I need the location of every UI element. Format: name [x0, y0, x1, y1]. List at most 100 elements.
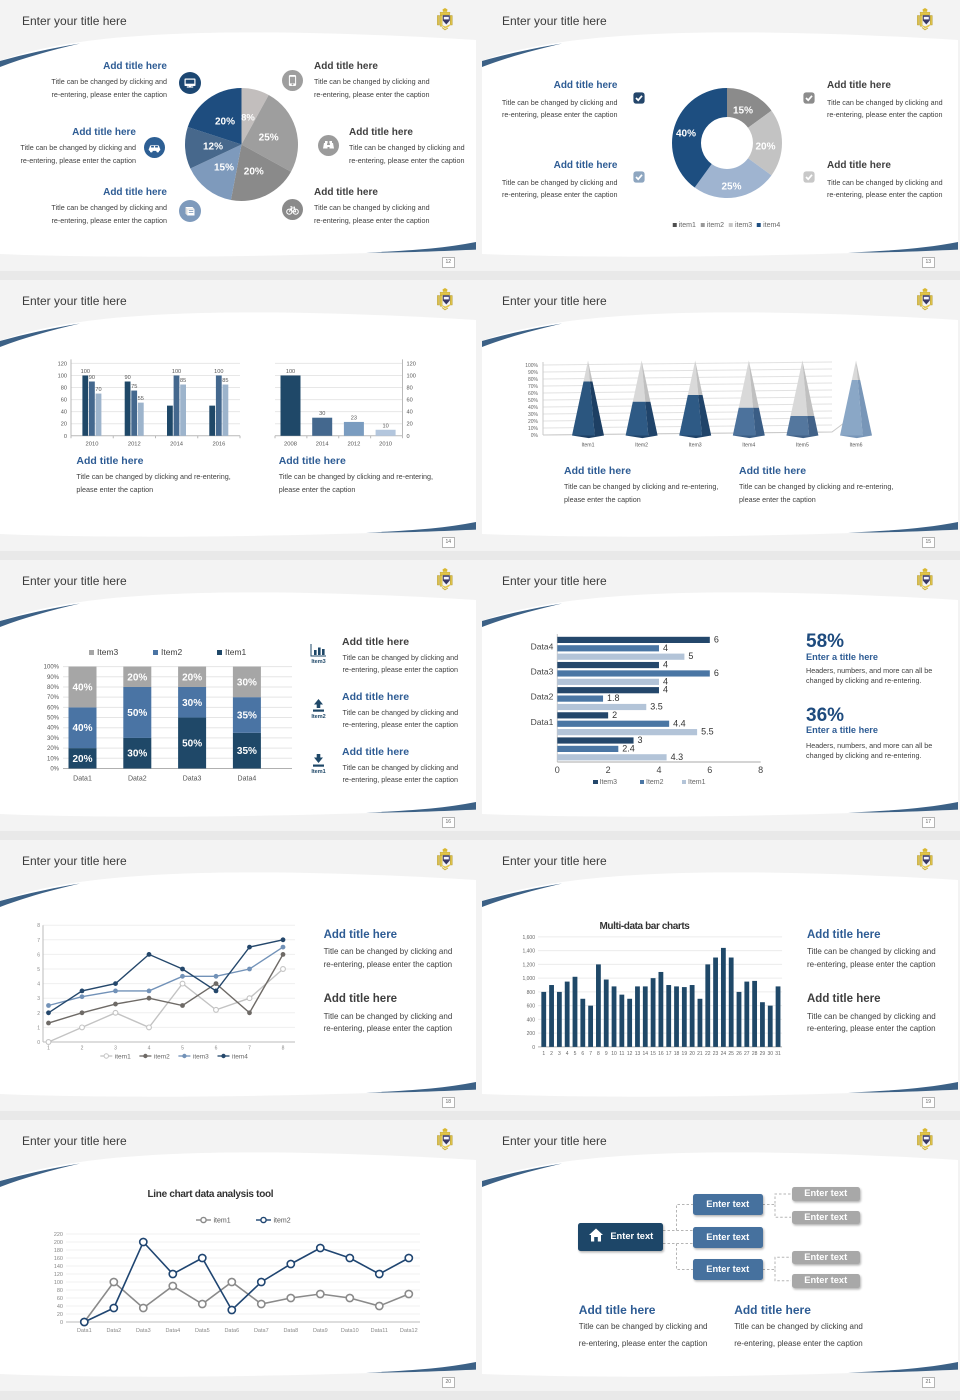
svg-text:30: 30	[319, 411, 325, 417]
svg-text:8: 8	[37, 923, 40, 929]
svg-text:75: 75	[131, 384, 137, 390]
svg-text:2: 2	[37, 1011, 40, 1017]
svg-text:13: 13	[635, 1051, 641, 1057]
svg-text:100: 100	[286, 369, 295, 375]
svg-text:35%: 35%	[237, 746, 257, 757]
svg-text:40%: 40%	[72, 682, 92, 693]
svg-text:Data3: Data3	[136, 1328, 151, 1334]
svg-text:40%: 40%	[528, 405, 539, 411]
svg-text:2012: 2012	[128, 441, 141, 447]
svg-text:Data1: Data1	[73, 776, 92, 783]
svg-text:20%: 20%	[182, 672, 202, 683]
svg-text:180: 180	[54, 1248, 63, 1254]
svg-text:item4: item4	[232, 1054, 248, 1061]
svg-text:14: 14	[642, 1051, 648, 1057]
svg-text:100: 100	[172, 369, 181, 375]
svg-text:Data11: Data11	[371, 1328, 388, 1334]
svg-text:item2: item2	[154, 1054, 170, 1061]
svg-text:Data10: Data10	[341, 1328, 359, 1334]
svg-text:11: 11	[619, 1051, 624, 1057]
svg-text:20%: 20%	[47, 746, 60, 752]
svg-text:Data1: Data1	[77, 1328, 92, 1334]
svg-text:30%: 30%	[528, 412, 539, 418]
svg-text:24: 24	[721, 1051, 727, 1057]
svg-text:100: 100	[54, 1280, 63, 1286]
svg-text:90: 90	[124, 375, 130, 381]
svg-text:6: 6	[714, 668, 719, 678]
svg-text:0%: 0%	[531, 433, 539, 439]
svg-text:3: 3	[558, 1051, 561, 1057]
svg-text:item3: item3	[193, 1054, 209, 1061]
svg-text:1,000: 1,000	[522, 976, 535, 982]
svg-text:60: 60	[407, 398, 413, 404]
svg-text:20%: 20%	[72, 754, 92, 765]
svg-text:3: 3	[37, 996, 40, 1002]
svg-text:220: 220	[54, 1232, 63, 1238]
svg-text:30%: 30%	[182, 698, 202, 709]
svg-text:50%: 50%	[47, 716, 60, 722]
svg-text:item1: item1	[214, 1218, 231, 1225]
svg-text:item1: item1	[115, 1054, 131, 1061]
svg-text:10%: 10%	[528, 426, 539, 432]
svg-text:Data6: Data6	[224, 1328, 239, 1334]
svg-text:5: 5	[574, 1051, 577, 1057]
svg-text:18: 18	[674, 1051, 680, 1057]
svg-text:120: 120	[54, 1272, 63, 1278]
svg-text:20: 20	[57, 1312, 63, 1318]
svg-text:Data5: Data5	[195, 1328, 210, 1334]
svg-text:21: 21	[697, 1051, 703, 1057]
svg-text:15: 15	[650, 1051, 656, 1057]
svg-text:80: 80	[407, 386, 413, 392]
svg-text:Data8: Data8	[283, 1328, 298, 1334]
svg-text:90%: 90%	[528, 370, 539, 376]
svg-text:50%: 50%	[127, 708, 147, 719]
svg-text:6: 6	[37, 952, 40, 958]
svg-text:2: 2	[550, 1051, 553, 1057]
svg-text:1.8: 1.8	[607, 693, 620, 703]
svg-text:85: 85	[222, 378, 228, 384]
svg-text:5: 5	[37, 967, 40, 973]
svg-text:60%: 60%	[47, 705, 60, 711]
svg-text:5: 5	[181, 1046, 184, 1052]
svg-text:4: 4	[663, 660, 668, 670]
svg-text:7: 7	[589, 1051, 592, 1057]
svg-text:40%: 40%	[72, 723, 92, 734]
svg-text:3.5: 3.5	[650, 702, 663, 712]
svg-text:1,400: 1,400	[522, 949, 535, 955]
svg-text:6: 6	[581, 1051, 584, 1057]
svg-text:Data3: Data3	[183, 776, 202, 783]
svg-text:Data3: Data3	[531, 666, 554, 676]
svg-text:Data4: Data4	[238, 776, 257, 783]
svg-text:Item1: Item1	[582, 443, 595, 449]
svg-text:Data2: Data2	[106, 1328, 121, 1334]
svg-text:4: 4	[663, 676, 668, 686]
svg-text:6: 6	[707, 765, 712, 775]
svg-text:0: 0	[60, 1320, 63, 1326]
svg-text:3: 3	[638, 735, 643, 745]
svg-text:31: 31	[775, 1051, 781, 1057]
svg-text:28: 28	[752, 1051, 758, 1057]
svg-text:40: 40	[57, 1304, 63, 1310]
svg-text:5: 5	[688, 651, 693, 661]
svg-text:1: 1	[542, 1051, 545, 1057]
svg-text:30%: 30%	[237, 677, 257, 688]
svg-text:160: 160	[54, 1256, 63, 1262]
svg-text:4: 4	[656, 765, 661, 775]
svg-text:6: 6	[714, 634, 719, 644]
svg-text:2: 2	[81, 1046, 84, 1052]
svg-text:17: 17	[666, 1051, 672, 1057]
svg-text:80%: 80%	[47, 685, 60, 691]
svg-text:0: 0	[555, 765, 560, 775]
svg-text:100: 100	[407, 373, 416, 379]
svg-text:60%: 60%	[528, 391, 539, 397]
svg-text:Data4: Data4	[531, 641, 554, 651]
svg-text:200: 200	[527, 1031, 536, 1037]
svg-text:20%: 20%	[127, 672, 147, 683]
svg-text:600: 600	[527, 1004, 536, 1010]
svg-text:2014: 2014	[170, 441, 184, 447]
svg-text:Data12: Data12	[400, 1328, 418, 1334]
svg-text:27: 27	[744, 1051, 750, 1057]
svg-text:70: 70	[95, 387, 101, 393]
svg-text:Data9: Data9	[313, 1328, 328, 1334]
svg-text:800: 800	[527, 990, 536, 996]
